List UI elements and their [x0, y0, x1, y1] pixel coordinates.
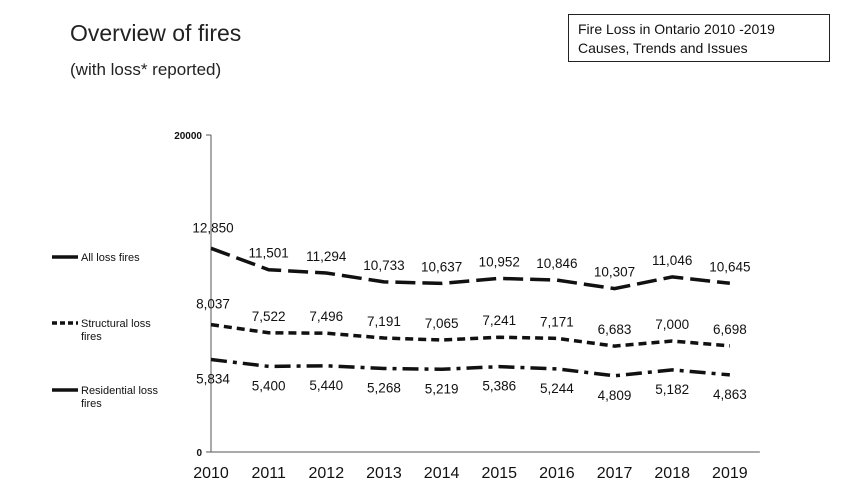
data-label: 5,219: [425, 381, 459, 396]
reference-line-2: Causes, Trends and Issues: [578, 40, 748, 56]
x-tick-label: 2015: [481, 465, 517, 482]
data-label: 5,268: [367, 381, 401, 396]
reference-box: Fire Loss in Ontario 2010 -2019 Causes, …: [568, 14, 830, 62]
data-label: 7,522: [252, 309, 286, 324]
legend-label: Structural loss: [81, 318, 151, 330]
legend-label: All loss fires: [81, 252, 140, 264]
x-tick-label: 2013: [366, 465, 402, 482]
chart-series: [210, 246, 731, 378]
chart-subtitle: (with loss* reported): [70, 60, 222, 79]
data-label: 5,386: [482, 379, 516, 394]
data-label: 6,698: [713, 322, 747, 337]
x-tick-label: 2017: [597, 465, 633, 482]
data-label: 5,400: [252, 378, 286, 393]
data-label: 11,046: [652, 253, 692, 268]
series-line-1: [210, 246, 731, 291]
data-label: 7,241: [482, 313, 516, 328]
series-line-3: [210, 357, 731, 378]
data-label: 4,809: [598, 388, 632, 403]
data-label: 10,846: [536, 256, 577, 271]
series-line-2: [210, 322, 730, 348]
chart-title: Overview of fires: [70, 20, 242, 46]
data-label: 7,000: [655, 317, 689, 332]
x-tick-label: 2016: [539, 465, 575, 482]
data-label: 7,496: [309, 309, 343, 324]
data-label: 6,683: [598, 322, 632, 337]
x-tick-label: 2011: [251, 465, 286, 482]
reference-line-1: Fire Loss in Ontario 2010 -2019: [578, 21, 775, 37]
y-tick-label: 20000: [174, 131, 202, 142]
data-label: 10,307: [594, 265, 635, 280]
data-label: 8,037: [196, 297, 230, 312]
data-label: 10,952: [479, 254, 520, 269]
y-tick-label: 0: [196, 448, 202, 459]
chart-axes: 0 20000 2010 2011 2012 2013 2014 2015 2016 2017 20…: [174, 131, 760, 482]
legend-label: fires: [81, 398, 102, 410]
data-label: 12,850: [192, 220, 233, 235]
data-label: 10,645: [709, 259, 750, 274]
data-label: 5,440: [309, 378, 343, 393]
data-labels: 12,850 11,501 11,294 10,733 10,637 10,952 10,8…: [192, 220, 750, 402]
data-label: 11,501: [249, 246, 289, 261]
data-label: 7,191: [367, 314, 401, 329]
x-tick-label: 2014: [424, 465, 460, 482]
x-tick-label: 2019: [712, 465, 748, 482]
x-tick-label: 2010: [193, 465, 229, 482]
data-label: 10,733: [363, 258, 404, 273]
legend-label: Residential loss: [81, 385, 159, 397]
legend-label: fires: [81, 331, 102, 343]
data-label: 7,065: [425, 316, 459, 331]
data-label: 5,244: [540, 381, 574, 396]
data-label: 11,294: [306, 249, 347, 264]
data-label: 7,171: [540, 314, 574, 329]
data-label: 5,834: [196, 372, 230, 387]
data-label: 5,182: [655, 382, 689, 397]
x-tick-label: 2012: [309, 465, 345, 482]
data-label: 10,637: [421, 259, 462, 274]
data-label: 4,863: [713, 387, 747, 402]
x-tick-label: 2018: [654, 465, 690, 482]
